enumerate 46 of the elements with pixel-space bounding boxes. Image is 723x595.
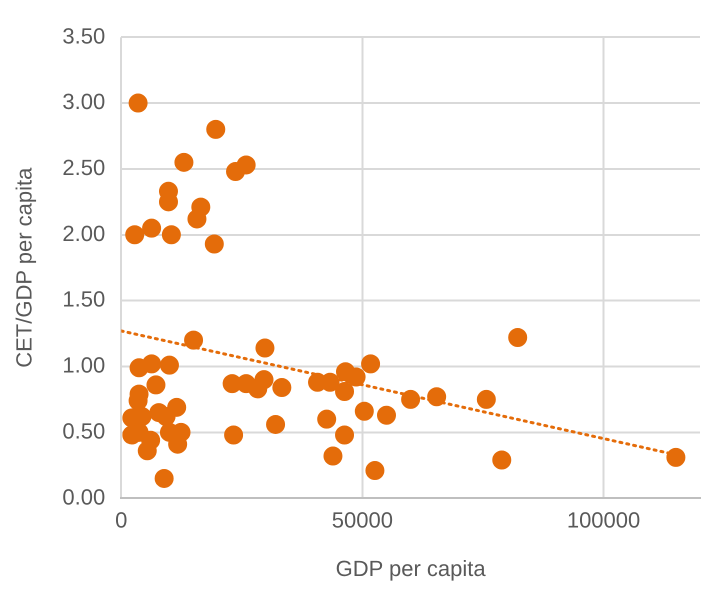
y-tick-label: 3.00 bbox=[62, 89, 106, 114]
point bbox=[125, 225, 144, 244]
x-tick-label: 50000 bbox=[332, 507, 393, 532]
point bbox=[266, 414, 286, 434]
point bbox=[272, 378, 292, 398]
point bbox=[323, 446, 342, 466]
point bbox=[162, 225, 181, 244]
point bbox=[142, 218, 162, 238]
point bbox=[128, 94, 148, 113]
point bbox=[160, 356, 179, 375]
point bbox=[146, 375, 166, 394]
point bbox=[317, 410, 336, 429]
point bbox=[254, 370, 274, 390]
point bbox=[142, 354, 162, 374]
point bbox=[187, 209, 206, 228]
point bbox=[365, 461, 384, 480]
y-tick-label: 3.50 bbox=[62, 23, 106, 48]
point bbox=[335, 382, 354, 402]
y-axis-title: CET/GDP per capita bbox=[11, 166, 36, 368]
point bbox=[335, 425, 354, 444]
point bbox=[204, 234, 224, 254]
point bbox=[167, 398, 186, 417]
point bbox=[184, 330, 204, 350]
point bbox=[476, 390, 496, 409]
y-tick-label: 0.50 bbox=[62, 418, 106, 444]
x-axis-title: GDP per capita bbox=[336, 556, 486, 581]
point bbox=[354, 402, 374, 421]
point bbox=[226, 162, 246, 182]
y-tick-label: 1.50 bbox=[62, 286, 106, 312]
x-tick-label: 100000 bbox=[566, 507, 640, 532]
point bbox=[508, 328, 528, 348]
y-tick-label: 0.00 bbox=[62, 484, 106, 510]
point bbox=[492, 450, 512, 470]
point bbox=[206, 120, 226, 139]
x-tick-label: 0 bbox=[115, 507, 128, 532]
y-tick-label: 2.50 bbox=[62, 154, 106, 180]
point bbox=[224, 425, 244, 444]
point bbox=[154, 468, 174, 488]
point bbox=[174, 152, 194, 172]
point bbox=[361, 354, 380, 374]
y-tick-label: 2.00 bbox=[62, 220, 106, 246]
point bbox=[138, 441, 157, 460]
point bbox=[376, 406, 396, 425]
point bbox=[255, 338, 274, 358]
point bbox=[666, 448, 686, 467]
y-tick-label: 1.00 bbox=[62, 352, 106, 378]
